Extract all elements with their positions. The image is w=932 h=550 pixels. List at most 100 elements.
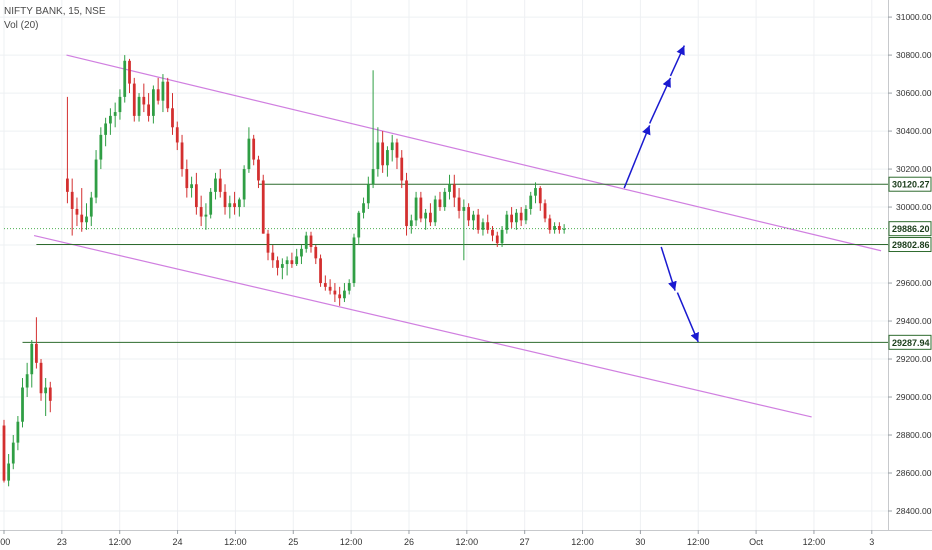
candle-body <box>237 199 241 208</box>
candle-body <box>209 191 213 215</box>
price-tick-label: 31000.00 <box>896 12 932 22</box>
price-tick-label: 30000.00 <box>896 202 932 212</box>
candle-body <box>328 286 332 291</box>
candle-body <box>99 134 103 160</box>
candle-body <box>524 208 528 221</box>
time-tick-label: 12:00 <box>340 537 363 547</box>
candle-body <box>538 188 542 204</box>
projection-arrow <box>660 246 677 291</box>
time-tick-label: 23 <box>57 537 67 547</box>
price-tick-label: 28600.00 <box>896 468 932 478</box>
candle-body <box>543 203 547 219</box>
projection-arrow <box>676 292 699 343</box>
candle-body <box>467 207 471 221</box>
candle-body <box>433 199 437 223</box>
candle-body <box>257 159 260 181</box>
projection-arrow <box>648 77 672 124</box>
candle-body <box>338 294 342 299</box>
level-label: 29886.20 <box>892 224 930 234</box>
candle-body <box>371 169 375 185</box>
candle-body <box>44 387 48 394</box>
time-tick-label: :00 <box>0 537 10 547</box>
candle-body <box>166 81 170 109</box>
candle-body <box>462 207 466 211</box>
time-tick-label: 26 <box>404 537 414 547</box>
level-label: 29287.94 <box>892 338 930 348</box>
chart-legend: NIFTY BANK, 15, NSE Vol (20) <box>4 5 106 33</box>
candle-body <box>481 222 485 230</box>
time-tick-label: 12:00 <box>803 537 826 547</box>
candle-body <box>510 214 513 223</box>
candle-body <box>2 425 6 481</box>
projection-arrows <box>623 45 699 343</box>
candle-body <box>319 258 322 284</box>
candle-body <box>472 214 475 221</box>
candle-body <box>214 178 217 192</box>
candle-body <box>80 214 84 223</box>
candle-body <box>94 159 98 198</box>
chart-grid <box>0 0 888 530</box>
level-label: 29802.86 <box>892 240 930 250</box>
candle-body <box>314 246 318 259</box>
horizontal-levels <box>4 183 888 343</box>
candle-body <box>261 180 265 234</box>
candle-body <box>271 252 275 261</box>
candle-body <box>323 283 327 287</box>
candle-body <box>562 228 566 230</box>
candle-body <box>70 191 74 209</box>
price-tick-label: 29600.00 <box>896 278 932 288</box>
candle-body <box>175 127 179 143</box>
candle-body <box>304 235 308 249</box>
candle-body <box>295 256 299 265</box>
price-tick-label: 30400.00 <box>896 126 932 136</box>
time-tick-label: 30 <box>635 537 645 547</box>
price-tick-label: 29000.00 <box>896 392 932 402</box>
candle-body <box>290 260 294 265</box>
level-label: 30120.27 <box>892 180 930 190</box>
candle-body <box>457 197 461 211</box>
candle-body <box>495 235 499 244</box>
candle-body <box>424 212 428 219</box>
candle-body <box>309 235 313 247</box>
time-tick-label: 24 <box>173 537 183 547</box>
candle-body <box>343 290 346 299</box>
candle-body <box>376 142 380 170</box>
price-tick-label: 28800.00 <box>896 430 932 440</box>
level-label-box <box>888 237 932 253</box>
candle-body <box>448 184 451 192</box>
candle-body <box>223 191 227 208</box>
candlestick-series <box>2 55 566 487</box>
candle-body <box>21 387 24 422</box>
candle-body <box>419 197 423 219</box>
projection-arrow <box>623 125 651 189</box>
candle-body <box>452 184 456 198</box>
candle-body <box>514 212 518 223</box>
time-tick-label: 12:00 <box>571 537 594 547</box>
candle-body <box>519 212 523 221</box>
candle-body <box>333 290 337 295</box>
candle-body <box>147 104 150 116</box>
candle-body <box>438 199 442 208</box>
candle-body <box>381 142 385 166</box>
candle-body <box>228 203 232 208</box>
time-tick-label: Oct <box>749 537 764 547</box>
candle-body <box>25 374 29 388</box>
price-tick-label: 30200.00 <box>896 164 932 174</box>
time-tick-label: 12:00 <box>224 537 247 547</box>
candle-body <box>156 89 160 101</box>
price-tick-label: 28400.00 <box>896 506 932 516</box>
projection-arrow <box>669 45 686 77</box>
candle-body <box>505 214 509 230</box>
candle-body <box>362 203 365 213</box>
level-label-box <box>888 221 932 237</box>
candle-body <box>109 115 112 124</box>
candle-body <box>137 96 141 116</box>
candle-body <box>113 112 117 116</box>
time-axis: :00 23 12:00 24 12:00 25 12:00 26 12:00 27 12:00 30… <box>0 530 932 547</box>
price-tick-label: 30800.00 <box>896 50 932 60</box>
candle-body <box>35 343 38 363</box>
candle-body <box>151 89 155 116</box>
candle-body <box>218 178 222 192</box>
symbol-title: NIFTY BANK, 15, NSE <box>4 6 106 17</box>
